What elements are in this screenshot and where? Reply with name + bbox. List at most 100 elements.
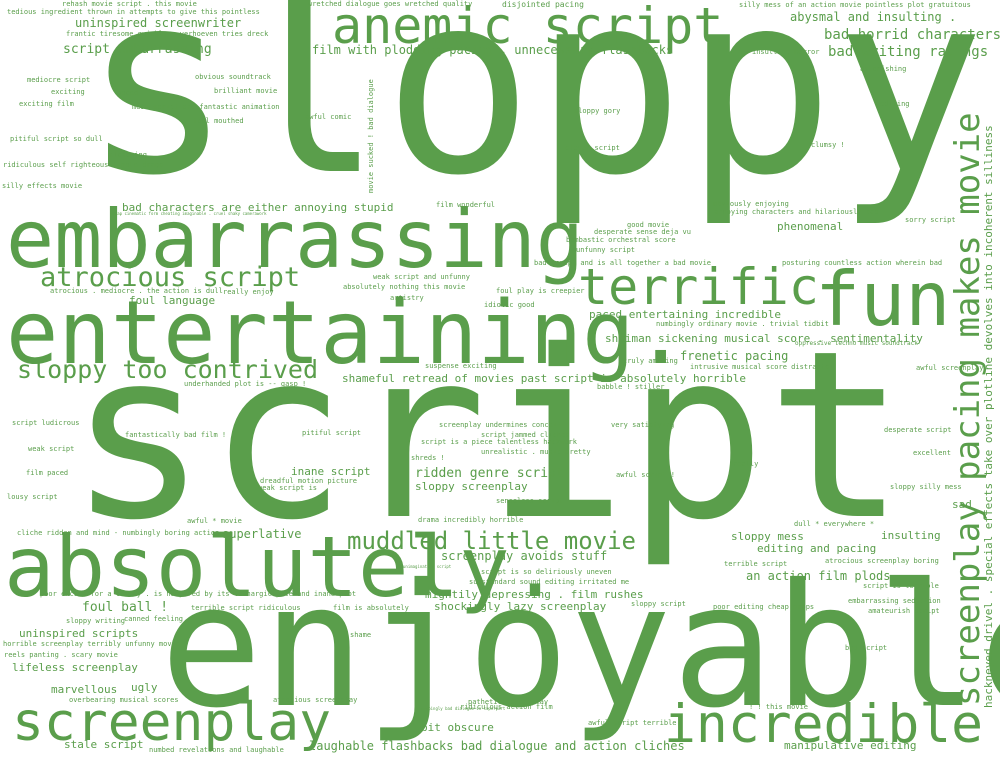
cloud-word: cheap cinematic form cheating imaginable… xyxy=(110,211,267,216)
cloud-word: foul ball ! xyxy=(82,600,169,615)
cloud-word: dull * everywhere * xyxy=(794,520,875,528)
cloud-word: muddled little movie xyxy=(347,527,636,555)
cloud-word: absolutely. xyxy=(4,518,561,616)
cloud-word: ridiculous self righteous finale drags xyxy=(3,161,164,169)
cloud-word: silly mess of an action movie pointless … xyxy=(739,1,971,9)
cloud-word: bad script xyxy=(845,644,888,652)
cloud-word: really xyxy=(733,460,759,468)
cloud-word: paced xyxy=(117,89,139,97)
cloud-word: inane script xyxy=(291,465,371,478)
cloud-word: uninspired screenwriter xyxy=(75,16,242,30)
cloud-word: babble ! stiller xyxy=(597,383,665,391)
cloud-word: weak script xyxy=(28,445,75,453)
cloud-word: superlative xyxy=(222,527,302,541)
cloud-word: suspense exciting xyxy=(425,362,497,370)
cloud-word: hackneyed drivel . special effects take … xyxy=(982,125,995,708)
cloud-word: cliche ridden and mind - numbingly borin… xyxy=(17,529,220,537)
cloud-word: awful * movie xyxy=(187,517,242,525)
cloud-word: film is absolutely xyxy=(333,604,409,612)
cloud-word: disjointed pacing xyxy=(502,0,584,9)
cloud-word: desperate sense deja vu xyxy=(594,228,691,236)
cloud-word: fantastically bad film ! xyxy=(125,431,227,439)
cloud-word: mightily depressing . film rushes xyxy=(425,588,644,601)
cloud-word: mediocre script xyxy=(27,76,91,84)
cloud-word: annoying characters and hilariously bad xyxy=(714,208,879,216)
cloud-word: script ludicrous xyxy=(12,419,80,427)
cloud-word: underhanded plot is -- gasp ! xyxy=(184,380,307,388)
cloud-word: silly effects movie xyxy=(2,182,83,190)
cloud-word: awful script terrible xyxy=(588,719,677,727)
cloud-word: oppressive techno music soundtrack xyxy=(795,340,918,347)
cloud-word: astonishing xyxy=(860,65,907,73)
cloud-word: unfunny script xyxy=(576,246,636,254)
cloud-word: pitiful script xyxy=(302,429,362,437)
cloud-word: numbingly ordinary movie . trivial tidbi… xyxy=(656,320,829,328)
cloud-word: foul mouthed xyxy=(193,117,244,125)
cloud-word: awful script ! xyxy=(616,471,676,479)
cloud-word: poor editing cheap props xyxy=(713,603,815,611)
cloud-word: awful comic xyxy=(305,113,352,121)
cloud-word: exciting film xyxy=(19,100,74,108)
cloud-word: sorry script xyxy=(905,216,956,224)
cloud-word: sloppy writing xyxy=(66,617,126,625)
cloud-word: clumsy ! xyxy=(811,141,845,149)
cloud-word: atrocious screenplay boring xyxy=(825,557,939,565)
cloud-word: laughable flashbacks bad dialogue and ac… xyxy=(309,739,685,753)
cloud-word: screenplay undermines conceit xyxy=(439,421,562,429)
cloud-word: pitiful script so dull xyxy=(10,135,103,143)
cloud-word: really enjoy xyxy=(223,288,274,296)
cloud-word: screenplay xyxy=(12,692,332,753)
cloud-word: incredible xyxy=(664,694,984,755)
cloud-word: sad xyxy=(952,498,972,511)
cloud-word: movie sucked ! bad dialogue xyxy=(367,79,375,193)
cloud-word: phenomenal xyxy=(777,220,844,233)
cloud-word: embarrassing seduction xyxy=(848,597,941,605)
cloud-word: foul play is creepier xyxy=(496,287,585,295)
cloud-word: script is terrible xyxy=(863,582,939,590)
cloud-word: screenplay avoids stuff xyxy=(441,549,608,563)
cloud-word: pathetic screenplay xyxy=(468,698,549,706)
cloud-word: frantic tiresome quickly . verhoeven tri… xyxy=(66,30,269,38)
cloud-word: entertaining. xyxy=(6,282,687,384)
cloud-word: senseless script xyxy=(496,497,564,505)
cloud-word: film wonderful xyxy=(436,201,496,209)
cloud-word: shaiman sickening musical score . sentim… xyxy=(605,332,923,345)
cloud-word: bombastic orchestral score xyxy=(566,236,676,244)
cloud-word: embarrassing xyxy=(6,193,584,286)
cloud-word: sickening xyxy=(109,151,147,159)
cloud-word: ridiculous action film xyxy=(460,703,553,711)
cloud-word: sloppy xyxy=(82,0,986,230)
cloud-word: obviously enjoying xyxy=(713,200,789,208)
cloud-word: script xyxy=(68,301,907,571)
cloud-word: very satisfying xyxy=(611,421,675,429)
cloud-word: weak script is xyxy=(258,484,318,492)
cloud-word: sloppy too contrived xyxy=(17,355,319,384)
cloud-word: ugly xyxy=(131,681,158,694)
cloud-word: sloppy gory xyxy=(574,107,621,115)
cloud-word: editing xyxy=(880,100,910,108)
cloud-word: numbingly bad dialogue in superpart xyxy=(421,706,506,711)
cloud-word: rehash movie script . this movie xyxy=(62,0,197,8)
cloud-word: lousy script xyxy=(7,493,58,501)
cloud-word: brilliant movie xyxy=(214,87,278,95)
cloud-word: posturing countless action wherein bad xyxy=(782,259,943,267)
cloud-word: marvellous xyxy=(51,683,118,696)
cloud-word: lifeless screenplay xyxy=(12,661,138,674)
cloud-word: script is so deliriously uneven xyxy=(481,568,612,576)
cloud-word: bad horrid characters xyxy=(824,27,1000,43)
cloud-word: script jammed cliches xyxy=(481,431,570,439)
cloud-word: excellent xyxy=(913,449,951,457)
cloud-word: artistry xyxy=(390,294,424,302)
cloud-word: uninspired scripts xyxy=(19,627,139,640)
cloud-word: film paced xyxy=(26,469,69,477)
cloud-word: foul language xyxy=(129,294,216,307)
cloud-word: shameful retread of movies past script i… xyxy=(342,372,746,385)
cloud-word: unimaginative script xyxy=(403,564,452,569)
cloud-word: editing and pacing xyxy=(757,542,877,555)
cloud-word: drama incredibly horrible xyxy=(418,516,524,524)
cloud-word: shreds ! xyxy=(411,454,445,462)
cloud-word: an action film plods xyxy=(746,569,891,583)
cloud-word: exciting xyxy=(51,88,85,96)
cloud-word: bit obscure xyxy=(421,721,494,734)
cloud-word: sloppy script xyxy=(631,600,686,608)
